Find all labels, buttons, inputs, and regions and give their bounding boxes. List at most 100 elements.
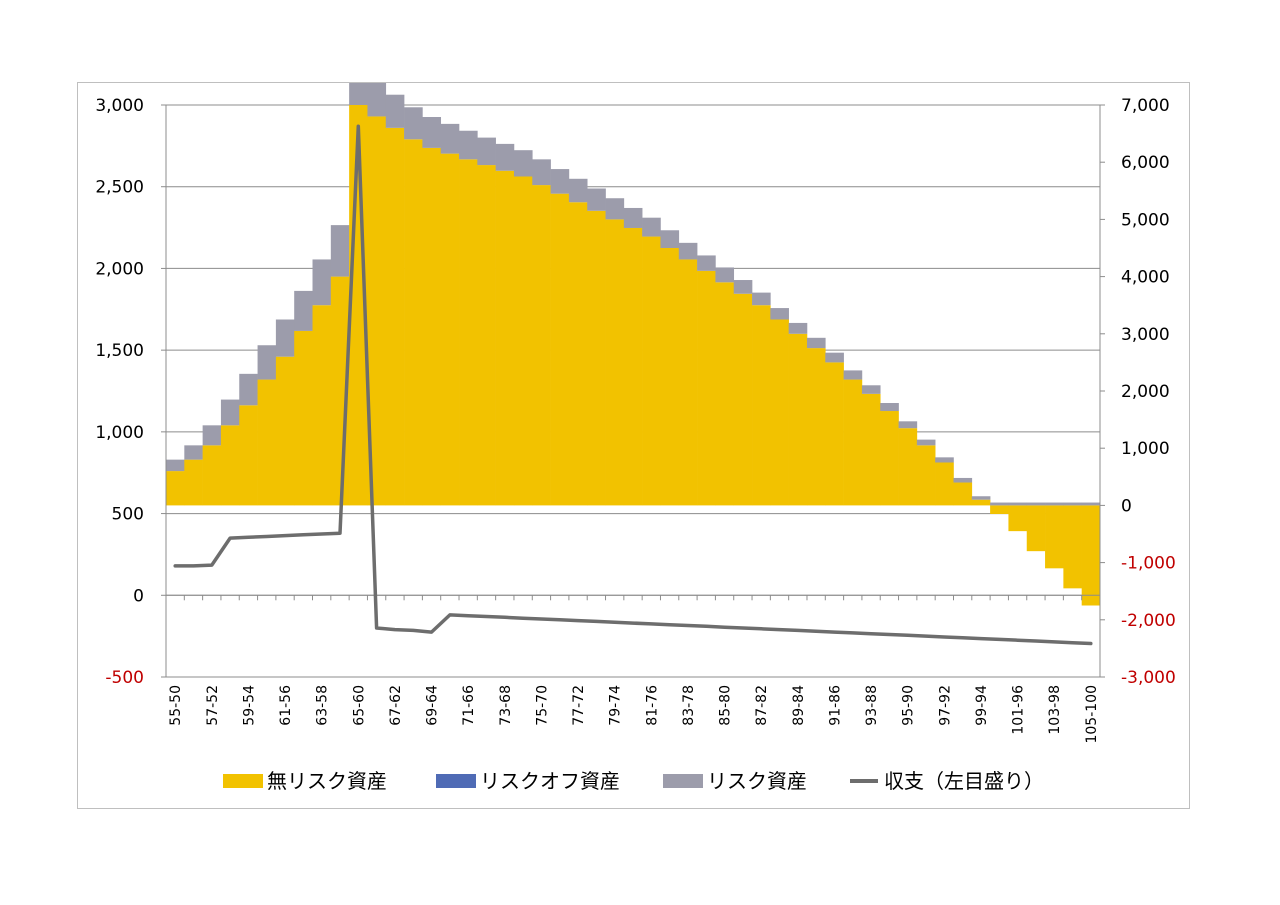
- bar: [257, 379, 277, 506]
- left-axis-tick-label: 2,500: [95, 178, 144, 198]
- bar: [953, 482, 973, 506]
- category-tick-label: 61-56: [278, 685, 294, 726]
- bar: [1045, 505, 1064, 569]
- bar: [477, 165, 496, 506]
- category-tick-label: 101-96: [1011, 685, 1027, 735]
- bar: [422, 147, 442, 506]
- category-tick-label: 87-82: [754, 685, 770, 726]
- bar: [1026, 505, 1046, 552]
- bar: [532, 185, 551, 506]
- category-tick-label: 67-62: [388, 685, 404, 726]
- bar: [678, 259, 698, 506]
- right-axis-tick-label: -1,000: [1121, 554, 1176, 574]
- left-axis-tick-label: 1,500: [95, 341, 144, 361]
- bar: [916, 439, 936, 446]
- left-axis-tick-label: 0: [133, 586, 144, 606]
- legend-swatch: [436, 774, 476, 788]
- bar: [642, 217, 661, 237]
- bar: [587, 210, 606, 506]
- bar: [385, 94, 405, 128]
- axis-labels: -500 0 500 1,000 1,500 2,000 2,500 3,000 -3,000 -…: [95, 96, 1175, 744]
- category-tick-label: 77-72: [571, 685, 587, 726]
- bar: [275, 356, 295, 506]
- bar: [349, 83, 368, 105]
- legend-label: 収支（左目盛り）: [884, 769, 1044, 793]
- bar: [1008, 505, 1028, 532]
- bar: [715, 282, 735, 506]
- bar: [166, 459, 185, 472]
- bar: [825, 362, 844, 506]
- left-axis-tick-label: 2,000: [95, 259, 144, 279]
- category-tick-label: 89-84: [791, 685, 807, 726]
- line-series-layer: [173, 124, 1093, 646]
- bar: [587, 188, 606, 211]
- bar: [806, 348, 826, 506]
- right-axis-tick-label: -3,000: [1121, 668, 1176, 688]
- bar: [385, 127, 405, 506]
- bar: [861, 385, 881, 394]
- bar: [239, 373, 258, 406]
- bar: [623, 227, 643, 506]
- bar: [495, 170, 515, 506]
- bar: [184, 459, 203, 506]
- bar: [880, 403, 899, 412]
- bar: [404, 107, 423, 140]
- bar: [990, 505, 1009, 514]
- bar: [660, 230, 680, 248]
- legend-label: リスク資産: [707, 769, 807, 793]
- legend: 無リスク資産 リスクオフ資産 リスク資産 収支（左目盛り）: [223, 769, 1044, 793]
- category-tick-label: 73-68: [498, 685, 514, 726]
- bar: [971, 496, 991, 500]
- category-tick-label: 63-58: [315, 685, 331, 726]
- bar: [239, 405, 258, 506]
- category-tick-label: 69-64: [425, 685, 441, 726]
- bar: [513, 150, 533, 177]
- bar: [733, 293, 753, 506]
- bar: [1063, 502, 1082, 506]
- right-axis-tick-label: 1,000: [1121, 439, 1170, 459]
- bar: [1081, 502, 1101, 506]
- category-tick-label: 105-100: [1084, 685, 1100, 744]
- bar: [752, 292, 771, 306]
- category-tick-label: 95-90: [901, 685, 917, 726]
- category-tick-label: 81-76: [644, 685, 660, 726]
- bar: [367, 116, 387, 506]
- legend-label: リスクオフ資産: [480, 769, 620, 793]
- bar: [825, 352, 844, 363]
- bar: [1008, 502, 1028, 506]
- bar: [1063, 505, 1082, 589]
- bar: [642, 236, 661, 506]
- bar: [788, 333, 808, 506]
- category-tick-label: 85-80: [718, 685, 734, 726]
- bar: [935, 462, 954, 506]
- bar: [202, 445, 222, 506]
- bar: [294, 330, 313, 506]
- bar: [788, 322, 808, 334]
- chart-frame: -500 0 500 1,000 1,500 2,000 2,500 3,000 -3,000 -…: [77, 82, 1190, 809]
- bar: [312, 259, 332, 306]
- bar: [916, 445, 936, 506]
- right-axis-tick-label: 4,000: [1121, 268, 1170, 288]
- bar: [184, 445, 203, 460]
- category-tick-label: 103-98: [1047, 685, 1063, 735]
- bar: [898, 428, 918, 506]
- bar: [605, 198, 625, 220]
- bar: [440, 123, 460, 154]
- bar: [550, 169, 570, 194]
- legend-swatch: [663, 774, 703, 788]
- bar: [459, 130, 478, 160]
- bar: [678, 242, 698, 260]
- bar: [880, 411, 899, 506]
- bar: [495, 143, 515, 171]
- left-axis-tick-label: 1,000: [95, 423, 144, 443]
- right-axis-tick-label: 7,000: [1121, 96, 1170, 116]
- legend-swatch: [223, 774, 263, 788]
- bar: [770, 319, 789, 506]
- left-axis-tick-label: 500: [112, 505, 144, 525]
- bar: [843, 379, 863, 506]
- category-tick-label: 65-60: [351, 685, 367, 726]
- bar: [733, 280, 753, 294]
- right-axis-tick-label: 5,000: [1121, 210, 1170, 230]
- bar: [568, 178, 588, 203]
- legend-label: 無リスク資産: [267, 769, 387, 793]
